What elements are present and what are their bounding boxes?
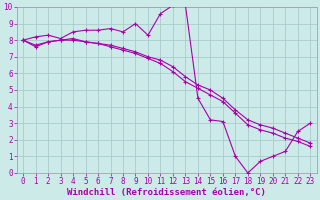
X-axis label: Windchill (Refroidissement éolien,°C): Windchill (Refroidissement éolien,°C) (67, 188, 266, 197)
